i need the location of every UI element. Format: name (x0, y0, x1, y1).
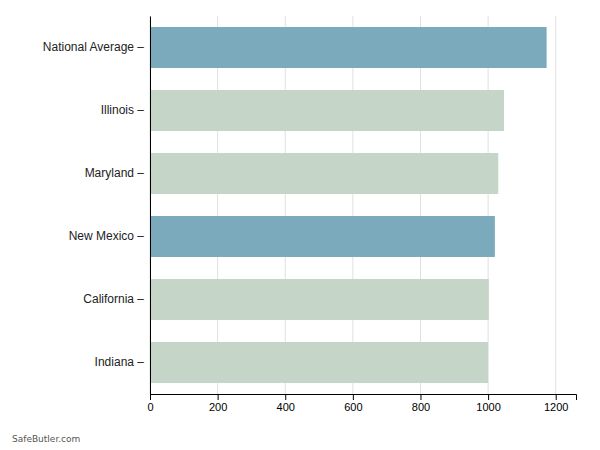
grid-line (150, 16, 151, 394)
x-tick: 1200 (544, 394, 568, 413)
y-tick: Indiana – (95, 355, 150, 369)
bar (150, 90, 504, 131)
bar (150, 279, 489, 320)
bars (150, 27, 547, 383)
x-axis: 0 200 400 600 800 1000 1200 (147, 394, 576, 413)
bar (150, 153, 498, 194)
watermark: SafeButler.com (12, 434, 80, 444)
grid-line (488, 16, 489, 394)
x-tick-label: 200 (209, 401, 227, 413)
x-tick: 800 (412, 394, 430, 413)
grid-line (352, 16, 353, 394)
bar (150, 342, 488, 383)
x-tick-label: 1200 (544, 401, 568, 413)
x-tick-mark (218, 394, 219, 400)
x-tick-mark (556, 394, 557, 400)
x-tick: 400 (277, 394, 295, 413)
y-axis: Indiana – California – New Mexico – Marylan… (43, 17, 151, 395)
grid-line (555, 16, 556, 394)
grid-line (420, 16, 421, 394)
x-tick-mark (420, 394, 421, 400)
grid-line (285, 16, 286, 394)
y-axis-line (150, 17, 151, 395)
x-tick-mark (353, 394, 354, 400)
x-tick-label: 800 (412, 401, 430, 413)
chart-svg: 0 200 400 600 800 1000 1200 Indiana – California… (0, 0, 600, 450)
y-tick-label: New Mexico – (69, 229, 145, 243)
x-tick-label: 1000 (476, 401, 500, 413)
bar (150, 216, 495, 257)
x-tick-label: 0 (147, 401, 153, 413)
y-tick-label: Illinois – (101, 103, 145, 117)
y-tick: Illinois – (101, 103, 150, 117)
y-tick-label: Indiana – (95, 355, 145, 369)
chart-container: 0 200 400 600 800 1000 1200 Indiana – California… (0, 0, 600, 450)
x-tick-mark (150, 394, 151, 400)
y-tick: New Mexico – (69, 229, 150, 243)
x-tick-mark (285, 394, 286, 400)
y-tick: California – (83, 292, 150, 306)
x-tick-mark (488, 394, 489, 400)
x-tick-label: 600 (344, 401, 362, 413)
x-tick-label: 400 (277, 401, 295, 413)
plot-area: 0 200 400 600 800 1000 1200 Indiana – California… (43, 16, 577, 413)
annotations: SafeButler.com (12, 434, 80, 444)
x-tick: 200 (209, 394, 227, 413)
x-tick: 600 (344, 394, 362, 413)
grid-line (217, 16, 218, 394)
y-tick-label: Maryland – (85, 166, 145, 180)
x-tick: 0 (147, 394, 153, 413)
x-tick: 1000 (476, 394, 500, 413)
y-tick-label: National Average – (43, 40, 145, 54)
bar (150, 27, 547, 68)
y-tick: National Average – (43, 40, 150, 54)
y-tick-label: California – (83, 292, 144, 306)
grid (150, 16, 556, 394)
x-axis-line (151, 395, 577, 401)
y-tick: Maryland – (85, 166, 150, 180)
